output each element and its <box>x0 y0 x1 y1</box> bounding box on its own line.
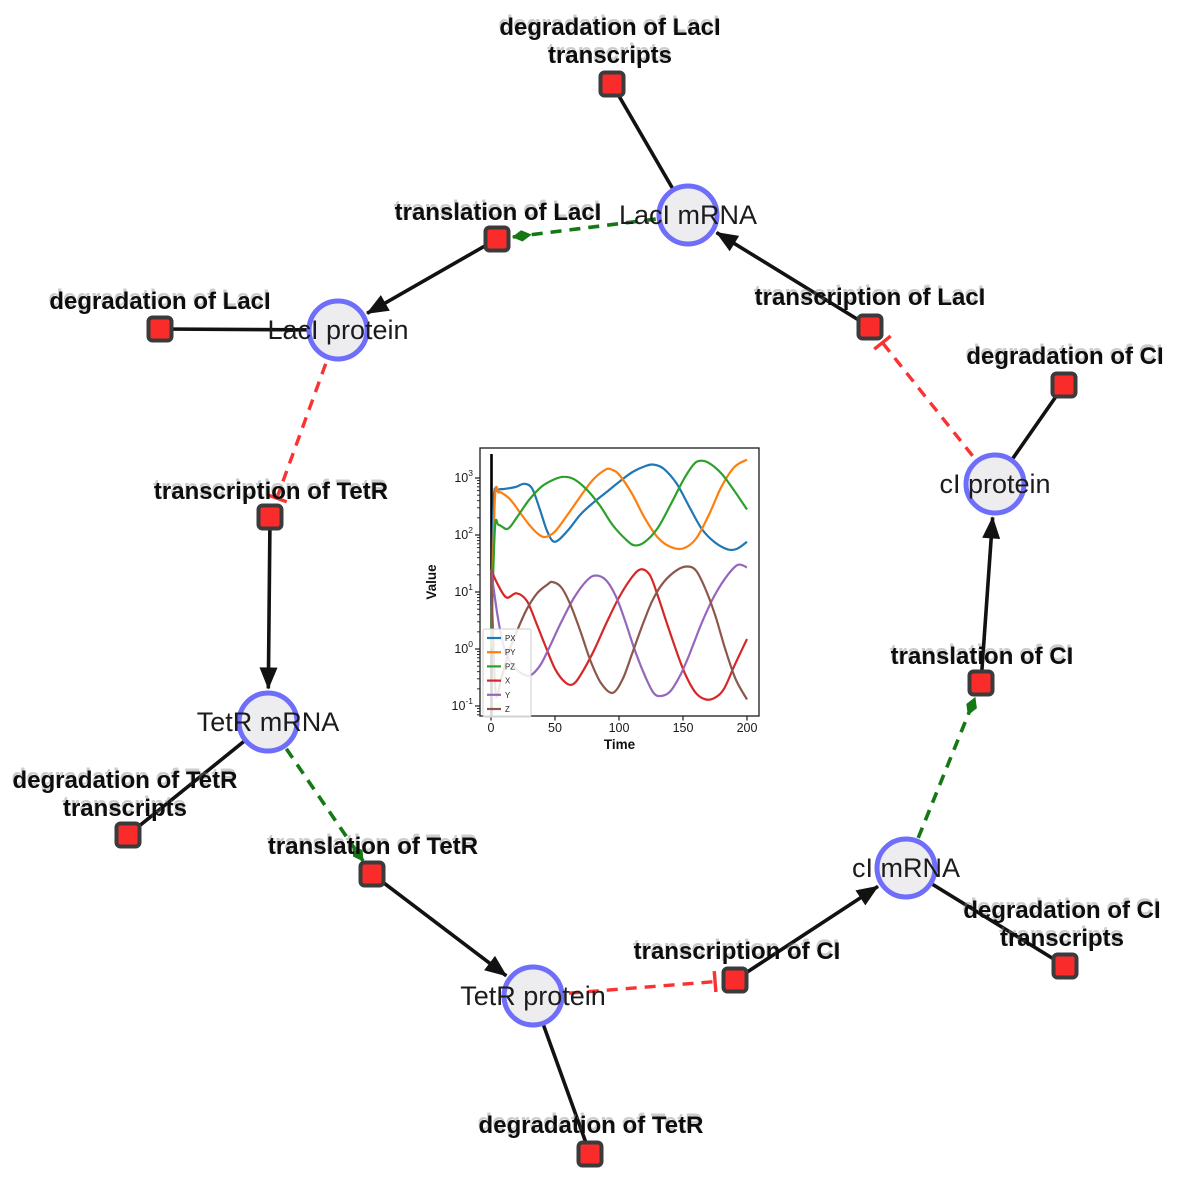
species-label-laci-protein: LacI protein <box>267 315 409 345</box>
reaction-label-translation-of-tetr: translation of TetR <box>267 833 479 860</box>
edge-inhibition-tetr-protein-to-transcription-of-ci <box>568 970 718 995</box>
chart-legend-label-PY: PY <box>505 648 516 657</box>
edge-production-translation-of-tetr-to-tetr-protein <box>370 872 508 978</box>
svg-text:50: 50 <box>548 721 562 735</box>
chart-series-PY <box>489 458 748 650</box>
edge-production-transcription-of-laci-to-laci-mrna <box>715 231 871 329</box>
svg-text:0: 0 <box>488 721 495 735</box>
reaction-label-translation-of-laci: translation of LacI <box>394 199 602 226</box>
reaction-label-degradation-of-tetr-transcripts: degradation of TetR transcripts <box>12 767 238 822</box>
edge-inhibition-laci-protein-to-transcription-of-tetr <box>266 363 328 504</box>
species-node-ci-protein[interactable] <box>963 452 1027 516</box>
reaction-label-degradation-of-laci-transcripts: degradation of LacI transcripts <box>499 14 721 69</box>
reaction-node-transcription-of-ci[interactable] <box>721 966 749 994</box>
chart-legend-label-Z: Z <box>505 705 510 714</box>
reaction-label-degradation-of-ci: degradation of CI <box>966 343 1164 370</box>
reaction-node-degradation-of-ci[interactable] <box>1050 371 1078 399</box>
reaction-node-translation-of-laci[interactable] <box>483 225 511 253</box>
species-node-tetr-protein[interactable] <box>501 964 565 1028</box>
svg-text:150: 150 <box>673 721 694 735</box>
reaction-label-transcription-of-ci: transcription of CI <box>633 938 841 965</box>
reaction-node-transcription-of-tetr[interactable] <box>256 503 284 531</box>
inset-chart: 0 50 100 150 20010-1100101102103TimeValuePXP… <box>424 427 770 761</box>
species-node-ci-mrna[interactable] <box>874 836 938 900</box>
species-node-laci-protein[interactable] <box>306 298 370 362</box>
species-label-ci-protein: cI protein <box>939 469 1051 499</box>
species-label-ci-mrna: cI mRNA <box>852 853 960 883</box>
svg-text:102: 102 <box>454 525 473 542</box>
reaction-node-translation-of-tetr[interactable] <box>358 860 386 888</box>
chart-legend-label-PZ: PZ <box>505 662 515 671</box>
species-label-laci-mrna: LacI mRNA <box>618 200 758 230</box>
edge-modifier-tetr-mrna-to-translation-of-tetr <box>284 747 365 862</box>
species-node-laci-mrna[interactable] <box>656 183 720 247</box>
svg-text:103: 103 <box>454 468 473 485</box>
chart-axes: 0 50 100 150 200 10-1 100 101 102 103 Time Value <box>424 447 760 752</box>
chart-legend: PX PY PZ XYZ <box>482 628 532 718</box>
reaction-label-translation-of-ci: translation of CI <box>890 643 1074 670</box>
reaction-label-degradation-of-ci-transcripts: degradation of CI transcripts <box>963 897 1161 952</box>
chart-ylabel: Value <box>424 564 439 600</box>
reaction-node-degradation-of-tetr[interactable] <box>576 1140 604 1168</box>
reaction-node-transcription-of-laci[interactable] <box>856 313 884 341</box>
reaction-node-translation-of-ci[interactable] <box>967 669 995 697</box>
reaction-label-transcription-of-laci: transcription of LacI <box>754 284 986 311</box>
svg-text:101: 101 <box>454 582 473 599</box>
species-label-tetr-mrna: TetR mRNA <box>196 707 340 737</box>
reaction-label-degradation-of-tetr: degradation of TetR <box>478 1112 704 1139</box>
edge-production-transcription-of-ci-to-ci-mrna <box>734 884 879 982</box>
reaction-node-degradation-of-laci[interactable] <box>146 315 174 343</box>
reaction-node-degradation-of-laci-transcripts[interactable] <box>598 70 626 98</box>
reaction-node-degradation-of-tetr-transcripts[interactable] <box>114 821 142 849</box>
svg-text:100: 100 <box>454 639 473 656</box>
reaction-label-degradation-of-laci: degradation of LacI <box>49 288 271 315</box>
reaction-node-degradation-of-ci-transcripts[interactable] <box>1051 952 1079 980</box>
edge-modifier-ci-mrna-to-translation-of-ci <box>916 696 977 839</box>
species-node-tetr-mrna[interactable] <box>236 690 300 754</box>
chart-series-PZ <box>489 459 748 650</box>
svg-text:100: 100 <box>609 721 630 735</box>
chart-xlabel: Time <box>604 737 636 752</box>
edge-production-translation-of-laci-to-laci-protein <box>366 237 498 315</box>
edge-modifier-laci-mrna-to-translation-of-laci <box>511 217 656 242</box>
edge-production-translation-of-ci-to-ci-protein <box>979 516 1001 684</box>
reaction-label-transcription-of-tetr: transcription of TetR <box>153 478 389 505</box>
svg-text:10-1: 10-1 <box>452 696 474 713</box>
edge-production-transcription-of-tetr-to-tetr-mrna <box>259 516 278 690</box>
chart-legend-label-X: X <box>505 677 511 686</box>
svg-text:200: 200 <box>737 721 758 735</box>
chart-legend-label-Y: Y <box>505 691 511 700</box>
chart-series-PX <box>489 463 748 650</box>
species-label-tetr-protein: TetR protein <box>460 981 606 1011</box>
edge-inhibition-ci-protein-to-transcription-of-laci <box>873 334 974 457</box>
chart-legend-label-PX: PX <box>505 634 516 643</box>
